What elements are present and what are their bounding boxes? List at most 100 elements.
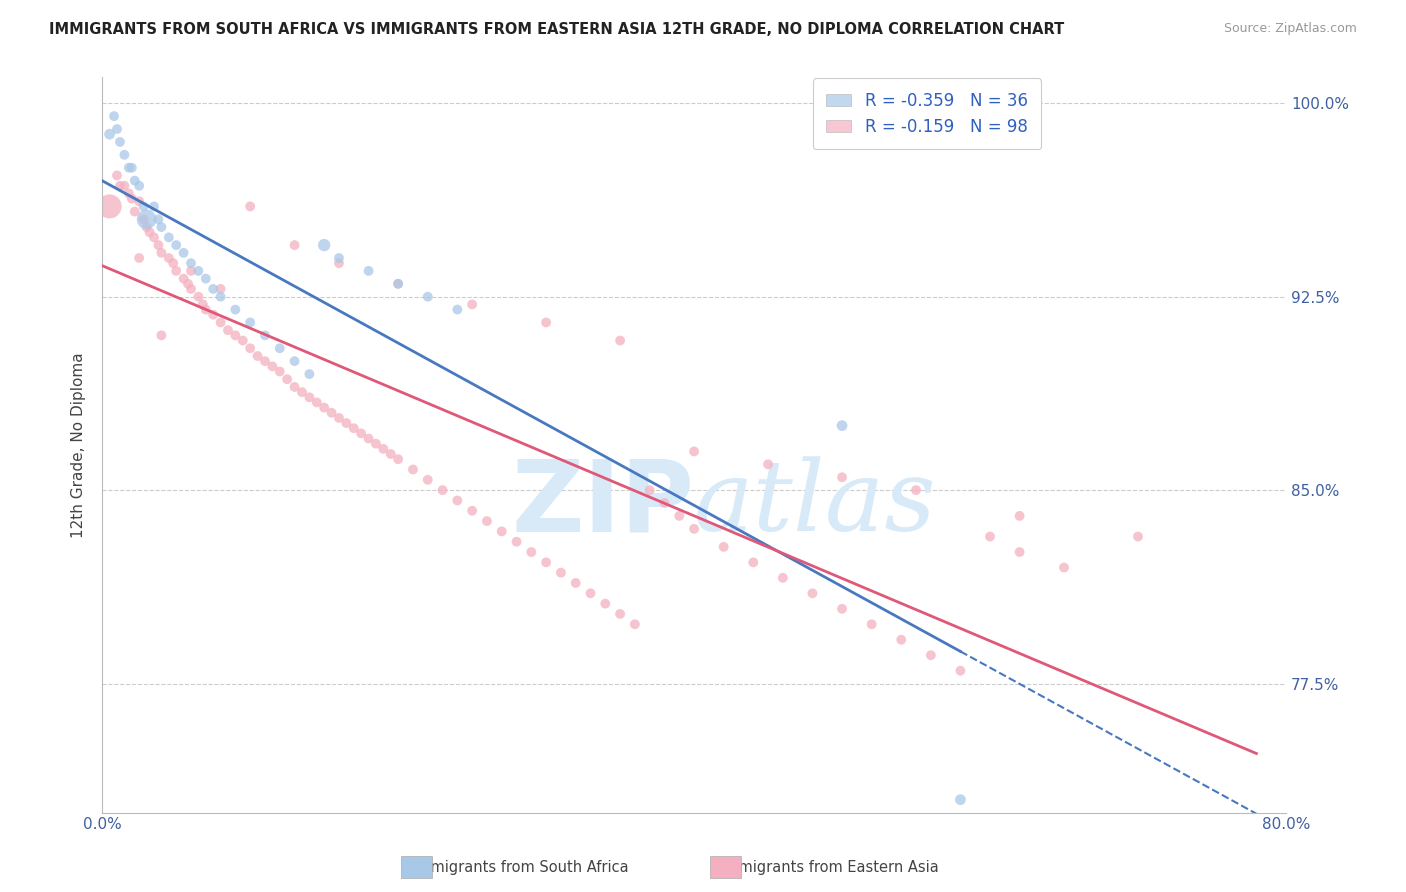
Point bbox=[756, 458, 779, 472]
Point bbox=[343, 421, 366, 435]
Point bbox=[124, 173, 146, 187]
Y-axis label: 12th Grade, No Diploma: 12th Grade, No Diploma bbox=[72, 352, 86, 538]
Point bbox=[180, 282, 202, 296]
Point bbox=[224, 302, 246, 317]
Point bbox=[350, 426, 373, 441]
Point bbox=[801, 586, 824, 600]
Point bbox=[1008, 508, 1031, 523]
Point bbox=[461, 504, 484, 518]
Point bbox=[165, 238, 187, 252]
Point bbox=[202, 308, 225, 322]
Point bbox=[624, 617, 647, 632]
Point bbox=[173, 271, 195, 285]
Text: atlas: atlas bbox=[695, 456, 936, 551]
Point bbox=[314, 401, 336, 415]
Point bbox=[475, 514, 498, 528]
Point bbox=[683, 522, 706, 536]
Point bbox=[224, 328, 246, 343]
Point bbox=[357, 264, 380, 278]
Point bbox=[135, 212, 157, 227]
Point bbox=[239, 316, 262, 330]
Point bbox=[920, 648, 942, 663]
Point bbox=[262, 359, 284, 374]
Point bbox=[118, 186, 141, 201]
Point bbox=[1053, 560, 1076, 574]
Point bbox=[108, 135, 131, 149]
Point bbox=[105, 122, 128, 136]
Point bbox=[772, 571, 794, 585]
Point bbox=[416, 290, 439, 304]
Point bbox=[713, 540, 735, 554]
Point bbox=[187, 290, 209, 304]
Point bbox=[135, 220, 157, 235]
Point bbox=[108, 178, 131, 193]
Point bbox=[387, 277, 409, 291]
Point bbox=[387, 452, 409, 467]
Point bbox=[595, 597, 617, 611]
Point bbox=[246, 349, 269, 363]
Legend: R = -0.359   N = 36, R = -0.159   N = 98: R = -0.359 N = 36, R = -0.159 N = 98 bbox=[813, 78, 1040, 150]
Point bbox=[143, 230, 166, 244]
Point bbox=[177, 277, 200, 291]
Point bbox=[165, 264, 187, 278]
Point bbox=[831, 470, 853, 484]
Point bbox=[831, 418, 853, 433]
Point bbox=[162, 256, 184, 270]
Point bbox=[284, 238, 307, 252]
Point bbox=[269, 341, 291, 355]
Point bbox=[232, 334, 254, 348]
Point bbox=[112, 178, 135, 193]
Point bbox=[949, 792, 972, 806]
Point bbox=[446, 493, 468, 508]
Point bbox=[128, 178, 150, 193]
Point bbox=[138, 225, 160, 239]
Point bbox=[520, 545, 543, 559]
Point bbox=[128, 251, 150, 265]
Point bbox=[202, 282, 225, 296]
Point bbox=[314, 238, 336, 252]
Point bbox=[209, 282, 232, 296]
Point bbox=[180, 256, 202, 270]
Point bbox=[132, 212, 155, 227]
Point bbox=[98, 127, 121, 141]
Point bbox=[609, 607, 631, 621]
Point bbox=[157, 251, 180, 265]
Point bbox=[148, 238, 170, 252]
Point bbox=[534, 316, 557, 330]
Point bbox=[890, 632, 912, 647]
Point bbox=[387, 277, 409, 291]
Point bbox=[979, 530, 1001, 544]
Point bbox=[373, 442, 395, 456]
Point bbox=[380, 447, 402, 461]
Point bbox=[121, 161, 143, 175]
Point bbox=[579, 586, 602, 600]
Point bbox=[1126, 530, 1149, 544]
Point bbox=[742, 555, 765, 569]
Point bbox=[446, 302, 468, 317]
Text: Source: ZipAtlas.com: Source: ZipAtlas.com bbox=[1223, 22, 1357, 36]
Text: ZIP: ZIP bbox=[512, 455, 695, 552]
Point bbox=[150, 328, 173, 343]
Point bbox=[668, 508, 690, 523]
Point bbox=[143, 199, 166, 213]
Point bbox=[364, 436, 387, 450]
Point bbox=[191, 297, 214, 311]
Point bbox=[328, 251, 350, 265]
Point bbox=[534, 555, 557, 569]
Point bbox=[276, 372, 298, 386]
Point bbox=[654, 496, 676, 510]
Point bbox=[187, 264, 209, 278]
Point bbox=[1008, 545, 1031, 559]
Point bbox=[194, 271, 217, 285]
Point bbox=[128, 194, 150, 209]
Point bbox=[239, 341, 262, 355]
Point bbox=[112, 148, 135, 162]
Point bbox=[949, 664, 972, 678]
Point bbox=[357, 432, 380, 446]
Point bbox=[132, 199, 155, 213]
Point bbox=[173, 245, 195, 260]
Text: IMMIGRANTS FROM SOUTH AFRICA VS IMMIGRANTS FROM EASTERN ASIA 12TH GRADE, NO DIPL: IMMIGRANTS FROM SOUTH AFRICA VS IMMIGRAN… bbox=[49, 22, 1064, 37]
Point bbox=[209, 290, 232, 304]
Point bbox=[253, 328, 276, 343]
Point bbox=[121, 192, 143, 206]
